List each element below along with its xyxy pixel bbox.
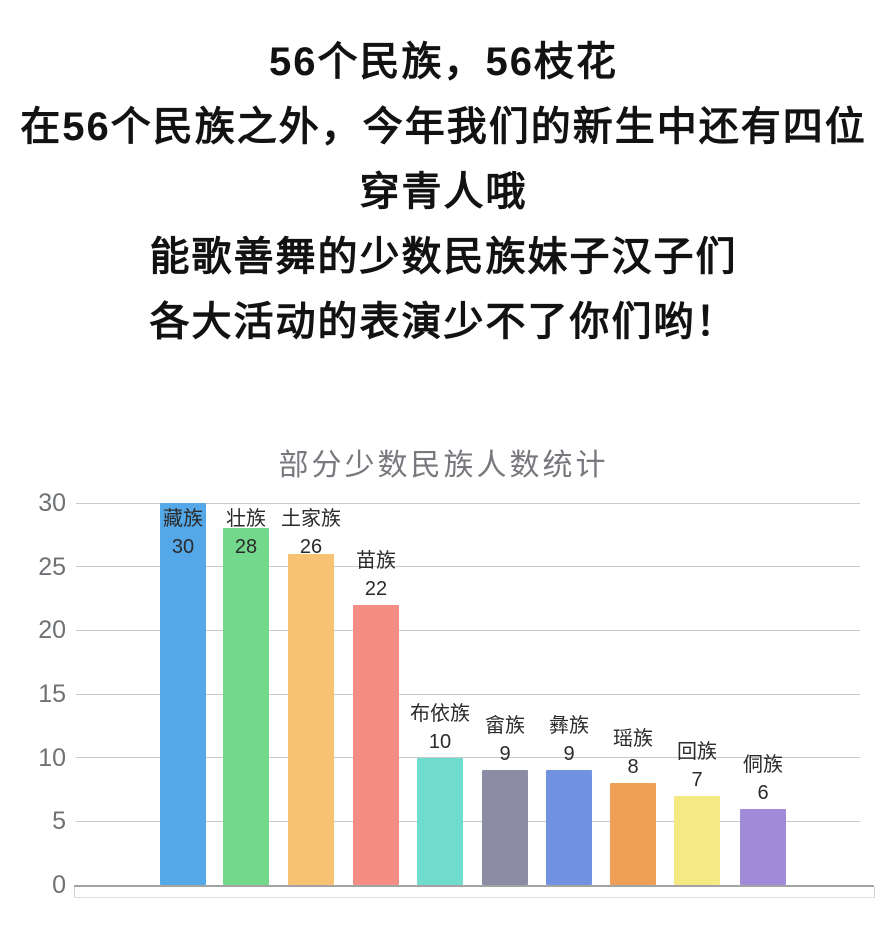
bar-value: 28	[234, 536, 258, 558]
bar-category-name: 侗族	[743, 753, 783, 776]
y-axis-tick-label-0: 0	[52, 871, 66, 899]
bar-value: 30	[171, 536, 195, 558]
bar-侗族	[740, 808, 786, 885]
bar-category-name: 回族	[677, 740, 717, 763]
bar-label-壮族: 壮族 28	[226, 505, 266, 561]
bar-category-name: 土家族	[281, 508, 341, 530]
bar-label-苗族: 苗族 22	[356, 547, 396, 603]
bar-value: 9	[563, 743, 575, 766]
bar-label-回族: 回族 7	[677, 738, 717, 794]
gridline-5	[76, 820, 860, 822]
bar-label-畲族: 畲族 9	[485, 712, 525, 768]
bar-category-name: 藏族	[163, 508, 203, 530]
y-axis-tick-label-25: 25	[38, 552, 66, 581]
bar-壮族	[223, 528, 269, 885]
header-line-1: 56个民族，56枝花	[269, 40, 618, 84]
gridline-20	[76, 629, 860, 631]
bar-value: 9	[499, 743, 511, 766]
bar-label-藏族: 藏族 30	[163, 505, 203, 561]
bar-布依族	[417, 757, 463, 885]
bar-藏族	[160, 503, 206, 885]
bar-value: 26	[299, 536, 323, 558]
y-axis-tick-label-15: 15	[38, 680, 66, 708]
bar-畲族	[482, 770, 528, 885]
bar-label-彝族: 彝族 9	[549, 712, 589, 768]
bar-value: 7	[691, 768, 703, 791]
bar-category-name: 苗族	[356, 549, 396, 572]
bar-category-name: 瑶族	[613, 728, 653, 751]
header-line-3: 穿青人哦	[359, 170, 528, 214]
chart-plot-area: 30 25 20 15 10 5 0 藏族 30 壮族 28 土家族 26 苗族 22 布依族 10 畲族 9 彝族 9…	[0, 489, 887, 899]
chart-title: 部分少数民族人数统计	[278, 449, 609, 482]
bar-category-name: 彝族	[549, 715, 589, 738]
header-line-2: 在56个民族之外，今年我们的新生中还有四位	[20, 105, 867, 149]
bar-瑶族	[610, 783, 656, 885]
bar-label-布依族: 布依族 10	[410, 700, 470, 756]
gridline-25	[76, 566, 860, 568]
y-axis-tick-label-30: 30	[38, 489, 66, 517]
gridline-10	[76, 757, 860, 759]
bar-label-瑶族: 瑶族 8	[613, 725, 653, 781]
x-axis-line	[74, 885, 874, 887]
y-axis-tick-label-10: 10	[38, 743, 66, 772]
y-axis-tick-label-20: 20	[38, 616, 66, 645]
bar-土家族	[288, 553, 334, 885]
gridline-30	[76, 502, 860, 504]
bar-category-name: 布依族	[410, 702, 470, 725]
bar-category-name: 壮族	[226, 508, 266, 530]
bar-label-侗族: 侗族 6	[743, 751, 783, 807]
bar-回族	[674, 795, 720, 885]
header-line-4: 能歌善舞的少数民族妹子汉子们	[149, 235, 738, 279]
gridline-15	[76, 693, 860, 695]
y-axis-tick-label-5: 5	[52, 807, 66, 836]
bar-苗族	[353, 604, 399, 885]
bar-category-name: 畲族	[485, 715, 525, 738]
bar-label-土家族: 土家族 26	[281, 505, 341, 561]
bar-value: 8	[627, 756, 639, 779]
bar-彝族	[546, 770, 592, 885]
x-axis-band	[74, 887, 875, 898]
bar-value: 10	[428, 730, 452, 753]
header-line-5: 各大活动的表演少不了你们哟！	[149, 300, 738, 344]
bar-value: 22	[364, 577, 388, 600]
bar-value: 6	[757, 781, 769, 804]
header-text-block: 56个民族，56枝花 在56个民族之外，今年我们的新生中还有四位 穿青人哦 能歌…	[0, 30, 887, 355]
